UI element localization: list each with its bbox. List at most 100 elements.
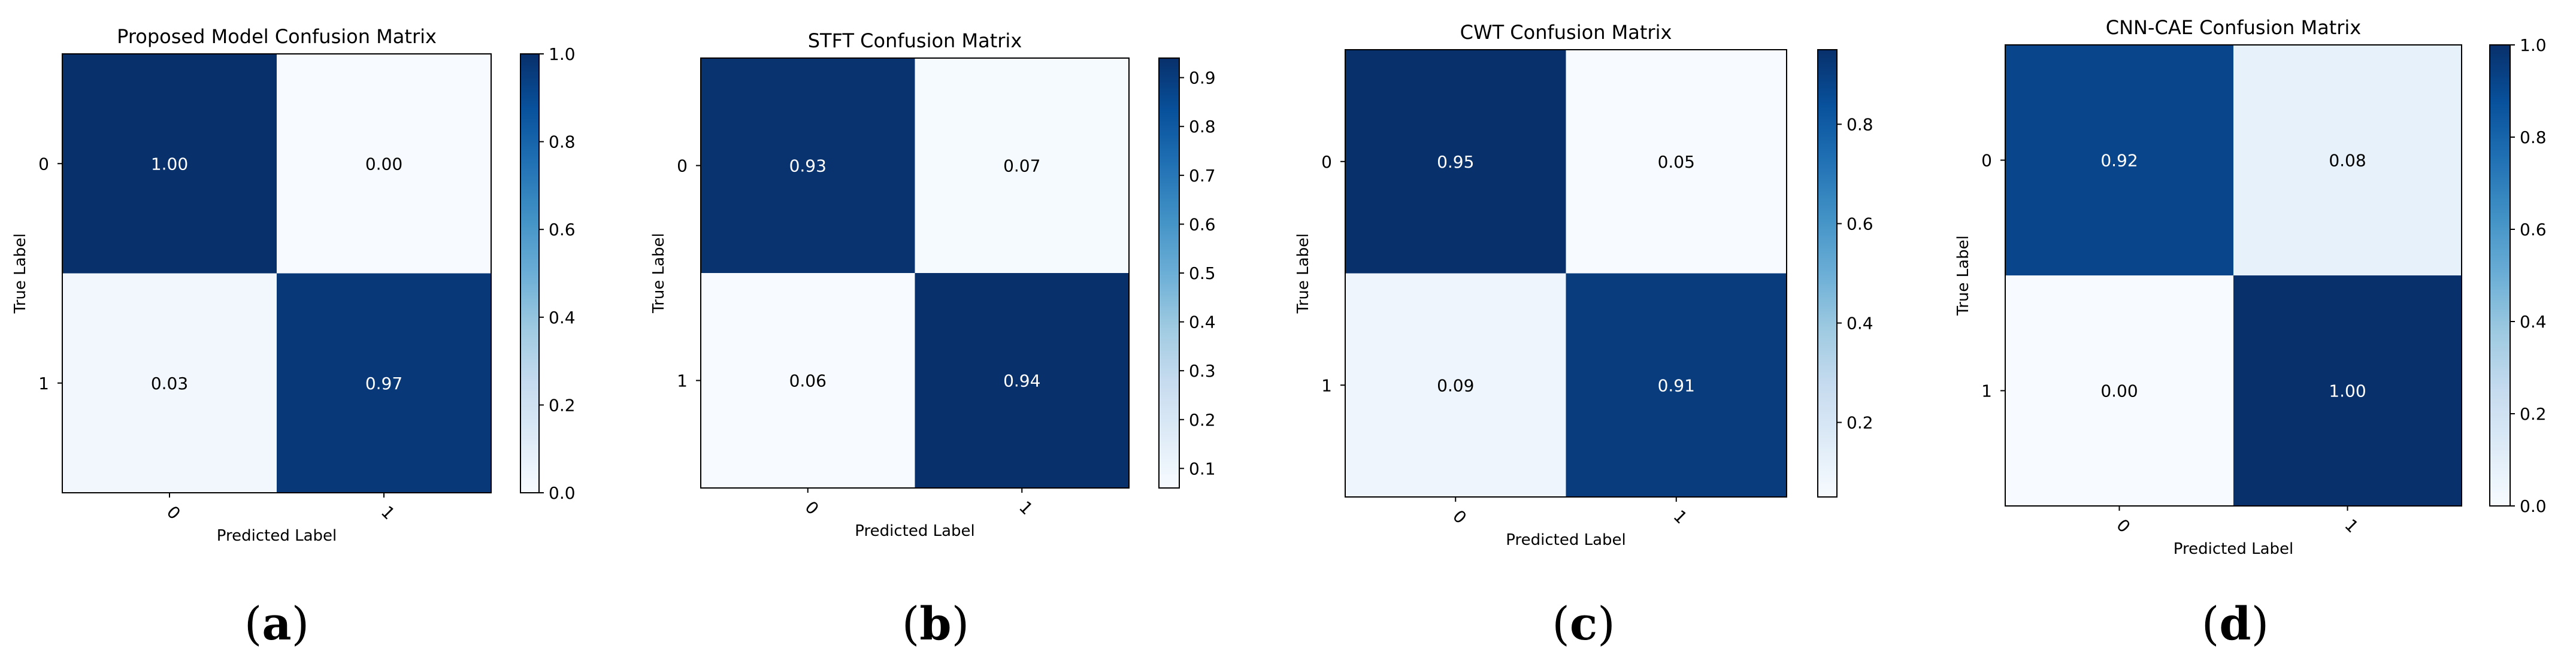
matrix-cell xyxy=(277,54,492,274)
cell-value-label: 0.05 xyxy=(1658,152,1695,172)
colorbar-tick-label: 0.6 xyxy=(549,220,576,239)
chart-title: Proposed Model Confusion Matrix xyxy=(117,25,437,48)
panel-label-open-paren: ( xyxy=(902,597,920,650)
matrix-cell xyxy=(2233,275,2462,507)
x-tick-label: 1 xyxy=(2341,515,2362,536)
panel-label-open-paren: ( xyxy=(244,597,262,650)
colorbar-tick-label: 1.0 xyxy=(2520,35,2547,55)
x-tick-label: 0 xyxy=(163,502,184,523)
colorbar-gradient xyxy=(2490,45,2510,506)
colorbar-frame xyxy=(2489,44,2511,507)
x-tick-label: 1 xyxy=(1015,497,1037,519)
cell-value-label: 0.08 xyxy=(2329,151,2366,171)
y-axis-label: True Label xyxy=(1294,234,1312,314)
panel-label-open-paren: ( xyxy=(2202,597,2220,650)
colorbar-tick-label: 0.8 xyxy=(1189,117,1216,137)
y-axis-label: True Label xyxy=(650,233,668,314)
panel-label: (d) xyxy=(2202,597,2269,650)
colorbar-tick-label: 0.8 xyxy=(549,132,576,152)
panel-label-letter: b xyxy=(919,597,951,650)
colorbar-frame xyxy=(520,53,540,493)
matrix-cell xyxy=(915,273,1130,489)
matrix-frame xyxy=(2005,44,2462,507)
y-tick-label: 1 xyxy=(1321,375,1332,395)
colorbar-tick-label: 0.4 xyxy=(1847,314,1873,333)
matrix-cell xyxy=(2233,45,2462,276)
panel-label-close-paren: ) xyxy=(952,597,970,650)
y-tick-label: 0 xyxy=(38,154,49,174)
cell-value-label: 0.07 xyxy=(1003,156,1040,176)
colorbar-tick-label: 0.1 xyxy=(1189,459,1216,478)
colorbar-tick-label: 0.2 xyxy=(549,395,576,415)
y-tick-label: 1 xyxy=(1981,381,1992,401)
colorbar-frame xyxy=(1817,49,1838,498)
x-tick-label: 1 xyxy=(1669,506,1691,527)
confusion-matrix-panel: STFT Confusion Matrix 0.93 0.07 0.06 0.94 0 1 0… xyxy=(650,29,1216,650)
x-tick-label: 1 xyxy=(377,502,399,523)
matrix-frame xyxy=(700,57,1130,489)
colorbar-gradient xyxy=(520,54,539,493)
cell-value-label: 0.00 xyxy=(365,154,402,174)
panel-label-close-paren: ) xyxy=(2251,597,2269,650)
cell-value-label: 0.06 xyxy=(789,371,827,391)
colorbar-tick-label: 0.7 xyxy=(1189,166,1216,186)
cell-value-label: 0.09 xyxy=(1437,375,1474,395)
colorbar-tick-label: 0.2 xyxy=(2520,404,2547,424)
chart-title: STFT Confusion Matrix xyxy=(808,29,1022,52)
panel-label-letter: c xyxy=(1570,597,1597,650)
colorbar-tick-label: 1.0 xyxy=(549,44,576,64)
panel-label-close-paren: ) xyxy=(292,597,310,650)
panel-label-letter: a xyxy=(262,597,291,650)
matrix-cell xyxy=(2005,275,2234,507)
y-axis-label: True Label xyxy=(11,234,29,314)
x-tick-label: 0 xyxy=(801,497,822,519)
cell-value-label: 0.00 xyxy=(2100,381,2138,401)
matrix-cell xyxy=(1345,273,1566,498)
matrix-frame xyxy=(1345,49,1787,498)
matrix-cell xyxy=(915,58,1130,274)
colorbar-tick-label: 0.2 xyxy=(1189,410,1216,430)
x-axis-label: Predicted Label xyxy=(855,522,974,540)
colorbar-tick-label: 0.3 xyxy=(1189,361,1216,381)
colorbar-tick-label: 0.4 xyxy=(2520,312,2547,332)
panel-label-letter: d xyxy=(2219,597,2251,650)
cell-value-label: 0.97 xyxy=(365,374,402,393)
colorbar-tick-label: 0.4 xyxy=(1189,313,1216,332)
y-axis-label: True Label xyxy=(1954,235,1972,316)
matrix-cell xyxy=(1345,50,1566,274)
y-tick-label: 0 xyxy=(1981,151,1992,171)
colorbar-tick-label: 0.5 xyxy=(1189,263,1216,283)
colorbar-tick-label: 0.8 xyxy=(2520,128,2547,147)
matrix-frame xyxy=(62,53,492,493)
panel-label-close-paren: ) xyxy=(1597,597,1615,650)
cell-value-label: 0.92 xyxy=(2100,151,2138,171)
colorbar-tick-label: 0.6 xyxy=(1847,214,1873,234)
cell-value-label: 0.03 xyxy=(151,374,188,393)
matrix-cell xyxy=(1566,273,1787,498)
x-axis-label: Predicted Label xyxy=(217,527,337,545)
matrix-cell xyxy=(62,273,277,493)
x-tick-label: 0 xyxy=(2112,515,2134,536)
y-tick-label: 1 xyxy=(38,374,49,393)
chart-title: CNN-CAE Confusion Matrix xyxy=(2106,16,2361,39)
matrix-cell xyxy=(2005,45,2234,276)
colorbar-tick-label: 0.6 xyxy=(1189,214,1216,234)
panel-label-open-paren: ( xyxy=(1552,597,1570,650)
y-tick-label: 0 xyxy=(677,156,688,176)
colorbar-tick-label: 0.0 xyxy=(549,483,576,503)
y-tick-label: 1 xyxy=(677,371,688,391)
cell-value-label: 0.95 xyxy=(1437,152,1474,172)
matrix-cell xyxy=(1566,50,1787,274)
matrix-cell xyxy=(277,273,492,493)
matrix-cell xyxy=(62,54,277,274)
colorbar-tick-label: 0.6 xyxy=(2520,220,2547,239)
panel-label: (a) xyxy=(244,597,310,650)
colorbar-tick-label: 0.9 xyxy=(1189,68,1216,88)
matrix-cell xyxy=(701,273,915,489)
colorbar-tick-label: 0.0 xyxy=(2520,496,2547,516)
chart-title: CWT Confusion Matrix xyxy=(1460,21,1672,44)
cell-value-label: 0.94 xyxy=(1003,371,1040,391)
x-tick-label: 0 xyxy=(1449,506,1470,527)
confusion-matrix-panel: CWT Confusion Matrix 0.95 0.05 0.09 0.91 0 1 0 1… xyxy=(1294,21,1873,650)
